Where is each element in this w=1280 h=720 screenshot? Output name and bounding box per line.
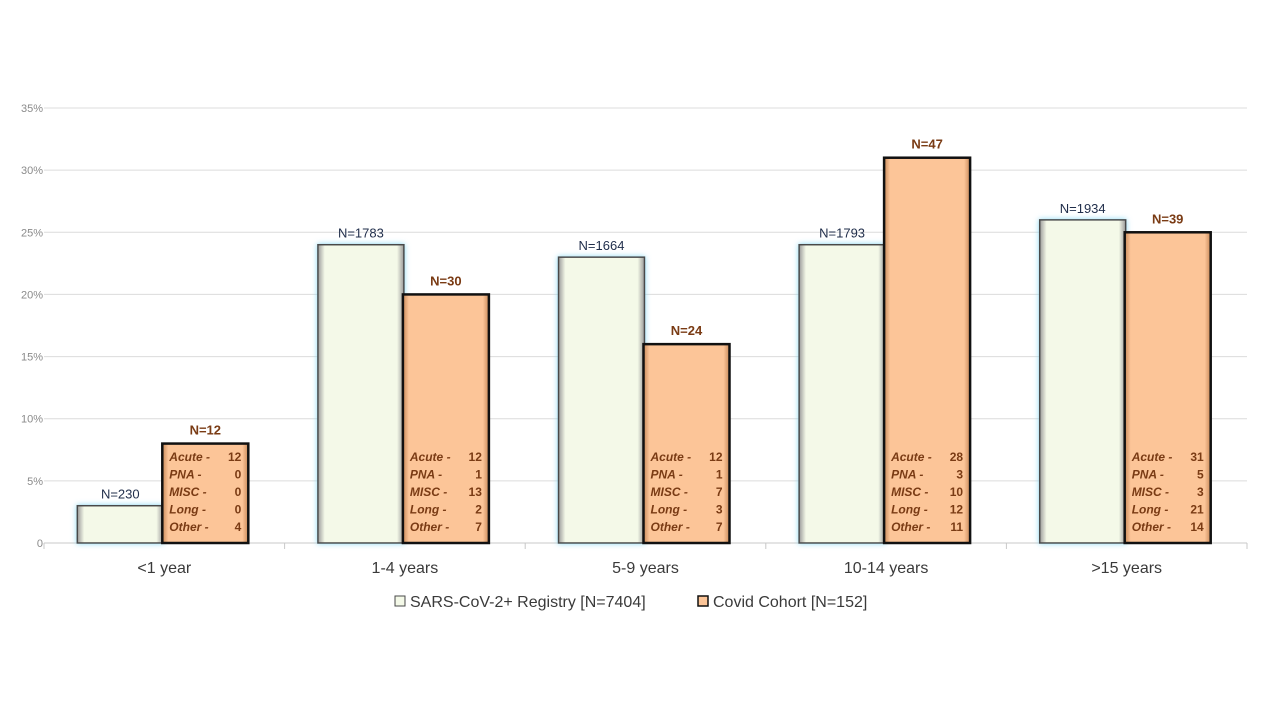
y-tick-label: 20% xyxy=(21,289,43,301)
breakdown-label: Acute - xyxy=(890,450,932,464)
breakdown-value: 7 xyxy=(716,520,723,534)
y-tick-label: 30% xyxy=(21,165,43,177)
data-label-covid-cohort: N=12 xyxy=(190,423,221,438)
y-tick-label: 25% xyxy=(21,227,43,239)
breakdown-value: 1 xyxy=(475,468,482,482)
breakdown-label: Long - xyxy=(1132,503,1169,517)
bar-registry xyxy=(798,243,886,544)
data-label-registry: N=1783 xyxy=(338,226,384,241)
breakdown-label: PNA - xyxy=(1132,468,1164,482)
breakdown-value: 10 xyxy=(950,485,964,499)
legend-swatch-registry xyxy=(394,595,406,607)
bar-covid-cohort xyxy=(882,156,972,545)
x-category-label: 1-4 years xyxy=(372,560,439,577)
x-category-label: 5-9 years xyxy=(612,560,679,577)
breakdown-label: Long - xyxy=(651,503,688,517)
breakdown-label: Acute - xyxy=(409,450,451,464)
breakdown-value: 0 xyxy=(235,485,242,499)
breakdown-label: Acute - xyxy=(1131,450,1173,464)
breakdown-label: Other - xyxy=(410,520,449,534)
breakdown-value: 0 xyxy=(235,468,242,482)
bar-registry xyxy=(557,256,646,544)
x-axis-categories: <1 year 1-4 years 5-9 years 10-14 years >15 … xyxy=(137,560,1162,577)
breakdown-label: PNA - xyxy=(169,468,201,482)
bar-covid-cohort xyxy=(642,342,731,545)
breakdown-value: 28 xyxy=(950,450,964,464)
data-label-registry: N=1793 xyxy=(819,226,865,241)
y-tick-label: 15% xyxy=(21,352,43,364)
breakdown-label: Long - xyxy=(169,503,206,517)
legend-swatch-covid-cohort xyxy=(697,595,709,607)
breakdown-value: 12 xyxy=(469,450,483,464)
breakdown-label: MISC - xyxy=(410,485,447,499)
data-label-covid-cohort: N=39 xyxy=(1152,211,1183,226)
breakdown-value: 3 xyxy=(1197,485,1204,499)
y-tick-label: 5% xyxy=(27,476,43,488)
legend[interactable]: SARS-CoV-2+ Registry [N=7404] Covid Cohor… xyxy=(394,594,867,611)
data-label-covid-cohort: N=30 xyxy=(430,273,461,288)
x-category-label: >15 years xyxy=(1091,560,1162,577)
bar-covid-cohort xyxy=(401,293,491,545)
bar-registry xyxy=(1038,219,1127,544)
breakdown-value: 0 xyxy=(235,503,242,517)
legend-label-covid-cohort: Covid Cohort [N=152] xyxy=(713,594,867,611)
breakdown-label: Other - xyxy=(891,520,930,534)
breakdown-label: MISC - xyxy=(651,485,688,499)
breakdown-value: 13 xyxy=(469,485,483,499)
x-category-label: <1 year xyxy=(137,560,191,577)
breakdown-value: 3 xyxy=(716,503,723,517)
legend-item-covid-cohort[interactable]: Covid Cohort [N=152] xyxy=(697,594,867,611)
y-tick-label: 35% xyxy=(21,103,43,115)
breakdown-label: Acute - xyxy=(650,450,692,464)
breakdown-value: 2 xyxy=(475,503,482,517)
x-category-label: 10-14 years xyxy=(844,560,929,577)
data-label-registry: N=1934 xyxy=(1060,201,1106,216)
data-label-registry: N=1664 xyxy=(579,238,625,253)
breakdown-value: 4 xyxy=(235,520,242,534)
breakdown-value: 31 xyxy=(1190,450,1204,464)
breakdown-label: Other - xyxy=(1132,520,1171,534)
breakdown-label: MISC - xyxy=(891,485,928,499)
data-label-covid-cohort: N=24 xyxy=(671,323,703,338)
legend-label-registry: SARS-CoV-2+ Registry [N=7404] xyxy=(410,594,646,611)
data-label-registry: N=230 xyxy=(101,487,140,502)
breakdown-value: 12 xyxy=(709,450,723,464)
breakdown-label: MISC - xyxy=(1132,485,1169,499)
y-axis-ticks: 0 5% 10% 15% 20% 25% 30% 35% xyxy=(21,103,43,550)
breakdown-value: 3 xyxy=(956,468,963,482)
bar-registry xyxy=(317,243,405,544)
breakdown-value: 7 xyxy=(475,520,482,534)
breakdown-label: PNA - xyxy=(410,468,442,482)
breakdown-value: 1 xyxy=(716,468,723,482)
breakdown-label: MISC - xyxy=(169,485,206,499)
breakdown-value: 12 xyxy=(950,503,964,517)
bar-covid-cohort xyxy=(1123,231,1212,545)
breakdown-label: Long - xyxy=(410,503,447,517)
breakdown-label: Other - xyxy=(651,520,690,534)
legend-item-registry[interactable]: SARS-CoV-2+ Registry [N=7404] xyxy=(394,594,646,611)
breakdown-label: Acute - xyxy=(168,450,210,464)
bars xyxy=(76,156,1212,545)
breakdown-value: 5 xyxy=(1197,468,1204,482)
breakdown-value: 14 xyxy=(1190,520,1204,534)
data-label-covid-cohort: N=47 xyxy=(911,137,942,152)
breakdown-label: PNA - xyxy=(891,468,923,482)
bar-registry xyxy=(76,504,165,544)
y-tick-label: 10% xyxy=(21,414,43,426)
breakdown-value: 21 xyxy=(1190,503,1204,517)
breakdown-label: PNA - xyxy=(651,468,683,482)
breakdown-value: 11 xyxy=(950,520,963,534)
bar-covid-cohort xyxy=(161,442,250,545)
breakdown-value: 7 xyxy=(716,485,723,499)
breakdown-value: 12 xyxy=(228,450,242,464)
y-tick-label: 0 xyxy=(37,538,43,550)
breakdown-label: Long - xyxy=(891,503,928,517)
breakdown-label: Other - xyxy=(169,520,208,534)
